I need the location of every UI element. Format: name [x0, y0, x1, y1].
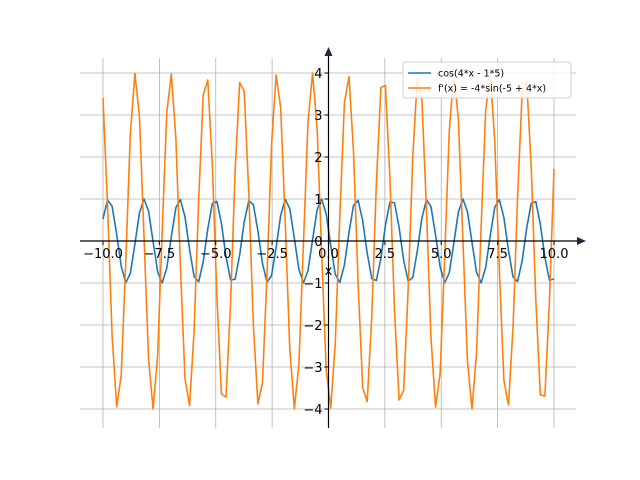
x-axis-arrow: [577, 237, 586, 245]
y-tick-label-0: −4: [303, 403, 322, 418]
y-tick-label-1: −3: [303, 361, 322, 376]
x-tick-label-8: 10.0: [540, 247, 569, 262]
x-tick-label-4: 0.0: [318, 247, 339, 262]
legend: cos(4*x - 1*5) f'(x) = -4*sin(-5 + 4*x): [402, 61, 572, 99]
y-tick-label-7: 3: [314, 109, 322, 124]
y-tick-label-4: 0: [314, 235, 322, 250]
x-axis-label: x: [325, 264, 333, 279]
x-tick-label-6: 5.0: [431, 247, 452, 262]
y-tick-label-2: −2: [303, 319, 322, 334]
y-tick-label-6: 2: [314, 151, 322, 166]
tick-labels: −10.0 −7.5 −5.0 −2.5 0.0 2.5 5.0 7.5 10.0 −4 −3 −2 −…: [83, 67, 568, 418]
y-tick-label-3: −1: [303, 277, 322, 292]
x-tick-label-1: −7.5: [144, 247, 176, 262]
x-tick-label-3: −2.5: [256, 247, 288, 262]
x-tick-label-0: −10.0: [83, 247, 123, 262]
x-tick-label-2: −5.0: [200, 247, 232, 262]
y-tick-label-5: 1: [314, 193, 322, 208]
legend-label-0: cos(4*x - 1*5): [438, 69, 504, 80]
x-tick-label-5: 2.5: [375, 247, 396, 262]
y-axis-arrow: [324, 47, 333, 56]
y-tick-label-8: 4: [314, 67, 322, 82]
x-tick-label-7: 7.5: [487, 247, 508, 262]
legend-label-1: f'(x) = -4*sin(-5 + 4*x): [438, 84, 546, 95]
legend-frame: [402, 61, 572, 99]
